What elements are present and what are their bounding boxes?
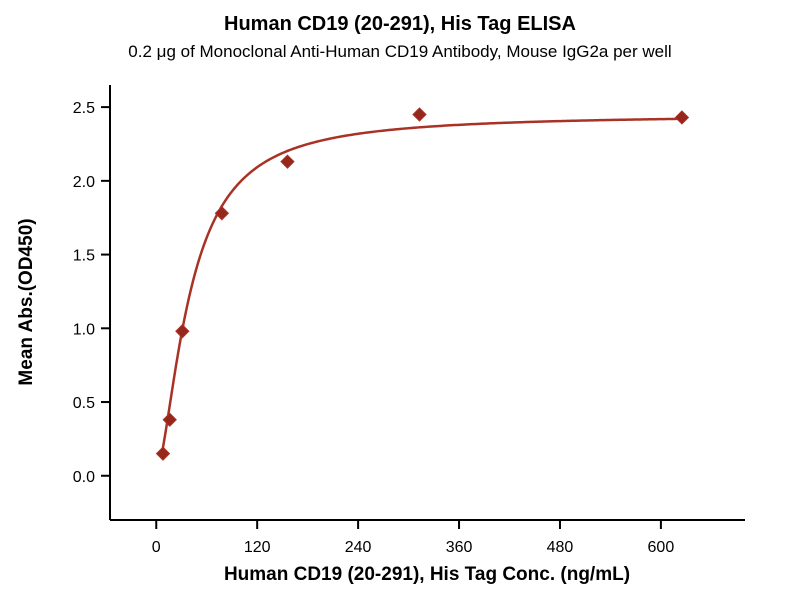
chart-title: Human CD19 (20-291), His Tag ELISA (224, 13, 576, 35)
data-point (162, 412, 177, 427)
data-point (412, 107, 427, 122)
y-tick-label: 1.0 (73, 321, 95, 338)
x-tick-label: 360 (446, 539, 473, 556)
x-tick-label: 600 (648, 539, 675, 556)
x-tick-label: 0 (152, 539, 161, 556)
y-axis-label: Mean Abs.(OD450) (16, 218, 37, 385)
data-point (280, 154, 295, 169)
fit-curve (161, 117, 684, 449)
data-point (214, 206, 230, 221)
plot-area: 0 120 240 360 480 600 0.0 0.5 1.0 1.5 2.0 2.5 (73, 85, 745, 556)
x-tick-label: 480 (547, 539, 574, 556)
x-tick-label: 240 (345, 539, 372, 556)
y-tick-label: 1.5 (73, 248, 95, 265)
x-axis-label: Human CD19 (20-291), His Tag Conc. (ng/m… (224, 564, 630, 585)
data-point (175, 324, 190, 339)
y-tick-label: 2.5 (73, 100, 95, 117)
data-point (674, 110, 690, 125)
y-tick-label: 0.5 (73, 395, 95, 412)
y-tick-label: 2.0 (73, 174, 95, 191)
y-tick-label: 0.0 (73, 469, 95, 486)
data-point (155, 446, 171, 461)
x-tick-label: 120 (244, 539, 271, 556)
chart-subtitle: 0.2 μg of Monoclonal Anti-Human CD19 Ant… (128, 42, 671, 61)
